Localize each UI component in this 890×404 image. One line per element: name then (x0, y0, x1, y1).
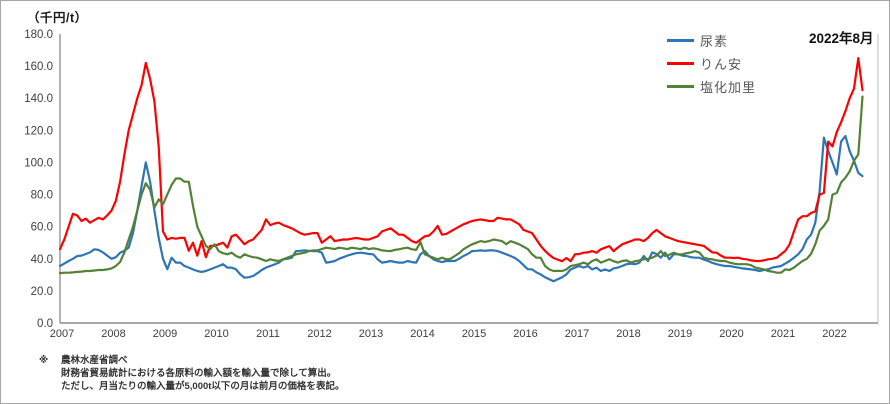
legend-label: 尿素 (700, 34, 729, 49)
legend-swatch (667, 85, 694, 88)
x-tick-label: 2011 (256, 328, 280, 340)
series-line-尿素 (58, 134, 864, 283)
x-tick-label: 2018 (616, 328, 640, 340)
legend-swatch (667, 39, 694, 42)
y-tick-label: 40.0 (31, 254, 53, 266)
x-tick-label: 2012 (307, 328, 331, 340)
footnote-source: 農林水産省調べ (61, 355, 128, 366)
x-tick-label: 2013 (359, 328, 383, 340)
series-line-りん安 (58, 56, 864, 263)
x-tick-label: 2017 (565, 328, 589, 340)
x-tick-label: 2015 (462, 328, 486, 340)
y-tick-label: 80.0 (31, 190, 53, 202)
x-tick-label: 2007 (50, 328, 74, 340)
y-tick-label: 20.0 (31, 286, 53, 298)
x-tick-label: 2010 (204, 328, 228, 340)
x-tick-label: 2008 (101, 328, 125, 340)
y-tick-label: 160.0 (24, 61, 53, 73)
legend-swatch (667, 62, 694, 65)
footnote-line-1: ※ 農林水産省調べ (39, 355, 344, 368)
y-tick-label: 60.0 (31, 222, 53, 234)
legend-item-塩化加里: 塩化加里 (667, 75, 756, 98)
footnote-note: ただし、月当たりの輸入量が5,000t以下の月は前月の価格を表記。 (61, 380, 345, 392)
y-tick-label: 180.0 (24, 29, 53, 41)
x-tick-label: 2016 (513, 328, 537, 340)
footnote-marker: ※ (39, 355, 49, 366)
y-tick-label: 120.0 (24, 125, 53, 137)
legend: 尿素 りん安 塩化加里 (667, 29, 756, 98)
footnote: ※ 農林水産省調べ 財務省貿易統計における各原料の輸入額を輸入量で除して算出。 … (39, 355, 344, 393)
y-tick-label: 100.0 (24, 157, 53, 169)
y-axis-unit-label: （千円/t） (27, 11, 88, 25)
x-tick-label: 2020 (719, 328, 743, 340)
legend-item-尿素: 尿素 (667, 29, 756, 52)
legend-item-りん安: りん安 (667, 52, 756, 75)
series-line-塩化加里 (58, 95, 864, 275)
legend-label: 塩化加里 (700, 80, 757, 95)
x-tick-label: 2021 (771, 328, 795, 340)
footnote-line-2: 財務省貿易統計における各原料の輸入額を輸入量で除して算出。 (39, 368, 344, 381)
footnote-line-3: ただし、月当たりの輸入量が5,000t以下の月は前月の価格を表記。 (39, 381, 344, 394)
x-tick-label: 2022 (822, 328, 846, 340)
y-tick-label: 140.0 (24, 93, 53, 105)
x-tick-label: 2019 (668, 328, 692, 340)
x-tick-label: 2009 (153, 328, 177, 340)
y-tick-label: 0.0 (37, 318, 53, 330)
date-annotation: 2022年8月 (809, 31, 874, 46)
footnote-method: 財務省貿易統計における各原料の輸入額を輸入量で除して算出。 (61, 367, 337, 379)
legend-label: りん安 (700, 57, 743, 72)
x-tick-label: 2014 (410, 328, 434, 340)
